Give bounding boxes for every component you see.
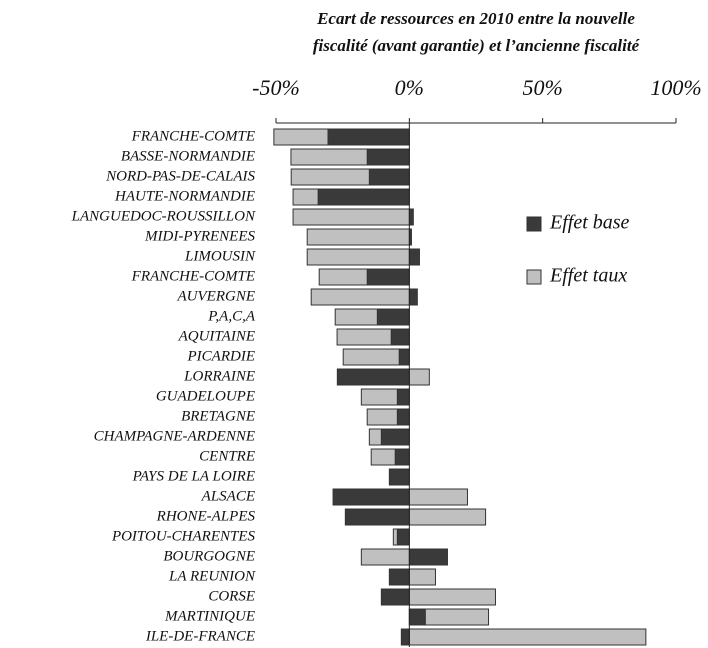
bar <box>388 468 410 486</box>
bar <box>408 208 414 226</box>
bar <box>292 208 410 226</box>
bar <box>290 148 368 166</box>
y-tick-label: CHAMPAGNE-ARDENNE <box>94 428 255 444</box>
bar <box>310 288 410 306</box>
bar <box>292 188 319 206</box>
bar <box>318 268 368 286</box>
bar <box>408 288 418 306</box>
y-tick-label: FRANCHE-COMTE <box>131 268 255 284</box>
y-tick-label: LORRAINE <box>183 368 255 384</box>
bar <box>366 268 410 286</box>
y-tick-label: MARTINIQUE <box>164 608 255 624</box>
bar <box>360 388 398 406</box>
y-tick-label: RHONE-ALPES <box>156 508 256 524</box>
y-tick-label: POITOU-CHARENTES <box>111 528 256 544</box>
bar <box>394 448 410 466</box>
y-tick-label: AQUITAINE <box>178 328 255 344</box>
bar <box>408 508 487 526</box>
bar <box>408 488 468 506</box>
y-tick-label: PAYS DE LA LOIRE <box>132 468 255 484</box>
bar <box>368 168 410 186</box>
chart-title: Ecart de ressources en 2010 entre la nou… <box>316 9 635 28</box>
bar <box>332 488 410 506</box>
bar <box>408 588 496 606</box>
bar <box>408 608 426 626</box>
legend-swatch <box>526 216 542 232</box>
x-tick-label: 0% <box>395 75 424 100</box>
x-tick-label: 100% <box>650 75 701 100</box>
bar <box>366 408 398 426</box>
bar <box>342 348 400 366</box>
bar <box>306 248 410 266</box>
bar <box>344 508 410 526</box>
bar <box>370 448 396 466</box>
legend-label: Effet taux <box>549 265 627 287</box>
bar <box>380 428 410 446</box>
y-tick-label: AUVERGNE <box>177 288 255 304</box>
bar <box>392 528 398 546</box>
y-tick-label: MIDI-PYRENEES <box>144 228 255 244</box>
bar <box>306 228 410 246</box>
bar <box>396 408 410 426</box>
bar <box>390 328 410 346</box>
bar <box>290 168 370 186</box>
y-tick-label: CENTRE <box>199 448 255 464</box>
bar <box>408 628 647 646</box>
y-tick-label: GUADELOUPE <box>156 388 255 404</box>
bar <box>327 128 410 146</box>
bar <box>366 148 410 166</box>
y-tick-label: P,A,C,A <box>207 308 256 324</box>
y-tick-label: CORSE <box>208 588 255 604</box>
bar <box>408 568 436 586</box>
bar <box>408 548 448 566</box>
bar <box>408 368 430 386</box>
chart-title: fiscalité (avant garantie) et l’ancienne… <box>313 36 641 55</box>
x-tick-label: -50% <box>252 75 300 100</box>
legend-swatch <box>526 269 542 285</box>
bar <box>396 388 410 406</box>
bar <box>368 428 382 446</box>
bar <box>360 548 410 566</box>
y-tick-label: NORD-PAS-DE-CALAIS <box>105 168 255 184</box>
bar <box>396 528 410 546</box>
y-tick-label: BRETAGNE <box>181 408 255 424</box>
legend-label: Effet base <box>549 212 630 234</box>
y-tick-label: ILE-DE-FRANCE <box>145 628 255 644</box>
bar <box>380 588 410 606</box>
y-tick-label: ALSACE <box>201 488 255 504</box>
y-tick-label: LANGUEDOC-ROUSSILLON <box>71 208 256 224</box>
y-tick-label: BOURGOGNE <box>163 548 255 564</box>
y-tick-label: PICARDIE <box>187 348 255 364</box>
y-tick-label: HAUTE-NORMANDIE <box>114 188 255 204</box>
bar <box>398 348 410 366</box>
bar <box>336 328 392 346</box>
bar <box>400 628 410 646</box>
bar <box>424 608 490 626</box>
bar <box>273 128 329 146</box>
y-tick-label: BASSE-NORMANDIE <box>121 148 255 164</box>
bar <box>317 188 410 206</box>
bar <box>376 308 410 326</box>
bar <box>336 368 410 386</box>
y-tick-label: LIMOUSIN <box>184 248 256 264</box>
bar <box>334 308 378 326</box>
y-tick-label: LA REUNION <box>168 568 256 584</box>
bar <box>388 568 410 586</box>
x-tick-label: 50% <box>523 75 563 100</box>
bar <box>408 248 420 266</box>
y-tick-label: FRANCHE-COMTE <box>131 128 255 144</box>
